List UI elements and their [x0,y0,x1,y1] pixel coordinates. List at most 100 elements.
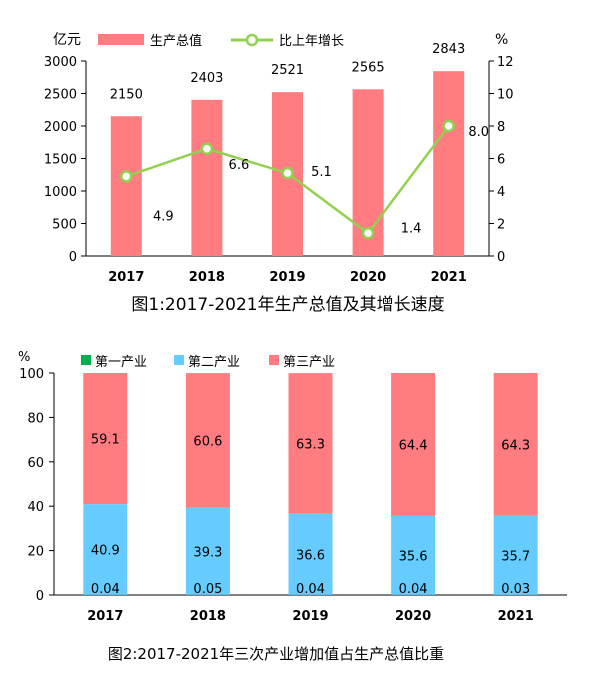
share-axis-unit: % [18,350,30,365]
share-x-axis-tick-label: 2017 [87,609,123,624]
share-y-axis-tick-label: 80 [27,411,44,426]
secondary-industry-bar [288,513,333,595]
gdp-bar [433,71,465,256]
tertiary-industry-label: 64.3 [501,438,530,453]
secondary-industry-label: 35.6 [399,549,428,564]
share-chart-legend: 第一产业 第二产业 第三产业 [81,355,335,370]
secondary-industry-label: 39.3 [193,545,222,560]
growth-line [120,119,455,240]
share-stacked-bars [83,373,538,595]
gdp-bar-label: 2565 [352,60,385,75]
legend-swatch-secondary [174,355,184,365]
primary-industry-label: 0.05 [193,582,222,597]
gdp-bar [191,99,223,257]
growth-point-label: 1.4 [401,221,422,236]
growth-point-label: 6.6 [229,158,250,173]
tertiary-industry-label: 63.3 [296,437,325,452]
tertiary-industry-bar [185,373,230,508]
left-axis-tick-label: 2000 [44,120,77,135]
primary-industry-label: 0.04 [91,582,120,597]
x-axis-tick-label: 2019 [269,270,305,285]
growth-point [281,166,294,180]
legend-swatch-tertiary [269,355,279,365]
left-axis-tick-label: 1000 [44,185,77,200]
primary-industry-label: 0.03 [501,582,530,597]
industry-share-chart: 0 20 40 60 80 100 2017 2018 2019 2020 2021 0.04 40.… [18,350,567,663]
share-data-labels: 0.04 40.9 59.1 0.05 39.3 60.6 0.04 36.6 63.3 0.04… [91,433,530,597]
x-axis-tick-label: 2018 [189,270,225,285]
gdp-bars [110,71,465,257]
secondary-industry-bar [391,515,436,595]
share-y-axis-tick-label: 0 [36,589,44,604]
share-y-axis-tick-label: 40 [27,500,44,515]
tertiary-industry-bar [83,373,128,505]
right-axis-tick-label: 4 [497,185,505,200]
legend-swatch-primary [81,355,91,365]
growth-point-label: 4.9 [153,209,174,224]
legend-swatch-gdp [98,34,144,45]
growth-point [200,142,214,155]
growth-point-label: 5.1 [311,165,332,180]
gdp-bar-label: 2150 [110,87,143,102]
gdp-chart-axes: 0 500 1000 1500 2000 2500 3000 0 2 4 6 8 10 12 2017 201… [44,55,514,285]
tertiary-industry-bar [493,373,538,516]
x-axis-tick-label: 2017 [108,270,144,285]
right-axis-tick-label: 8 [497,120,505,135]
legend-label-primary: 第一产业 [95,355,147,370]
share-y-axis-tick-label: 100 [19,367,44,382]
secondary-industry-bar [83,504,128,595]
growth-point [442,119,455,133]
gdp-chart-title: 图1:2017-2021年生产总值及其增长速度 [131,295,444,315]
secondary-industry-label: 36.6 [296,548,325,563]
growth-point [120,170,133,183]
left-axis-tick-label: 1500 [44,153,77,168]
tertiary-industry-label: 60.6 [193,434,222,449]
tertiary-industry-bar [391,373,436,516]
tertiary-industry-label: 64.4 [399,438,428,453]
share-y-axis-tick-label: 20 [27,545,44,560]
legend-label-growth: 比上年增长 [279,34,344,49]
legend-label-gdp: 生产总值 [150,33,202,49]
gdp-data-labels: 2150 2403 2521 2565 2843 4.9 6.6 5.1 1.4 8.0 [110,42,489,236]
left-axis-tick-label: 3000 [44,55,77,70]
share-x-axis-tick-label: 2020 [395,609,431,624]
x-axis-tick-label: 2021 [431,270,467,285]
gdp-bar [110,116,142,256]
growth-point-label: 8.0 [468,125,489,140]
x-axis-tick-label: 2020 [350,270,386,285]
right-axis-tick-label: 10 [497,88,514,103]
right-axis-tick-label: 12 [497,55,514,70]
right-axis-tick-label: 6 [497,153,505,168]
secondary-industry-bar [185,507,230,595]
legend-label-secondary: 第二产业 [188,355,240,370]
share-chart-title: 图2:2017-2021年三次产业增加值占生产总值比重 [108,645,444,663]
share-x-axis-tick-label: 2019 [292,609,328,624]
growth-point [361,227,375,240]
gdp-bar-label: 2521 [271,63,304,78]
gdp-growth-chart: 0 500 1000 1500 2000 2500 3000 0 2 4 6 8 10 12 2017 201… [44,32,514,315]
right-axis-tick-label: 2 [497,218,505,233]
gdp-bar-label: 2403 [190,71,223,86]
share-chart-axes: 0 20 40 60 80 100 2017 2018 2019 2020 2021 [19,367,567,624]
right-axis-tick-label: 0 [497,250,505,265]
left-axis-tick-label: 2500 [44,88,77,103]
secondary-industry-bar [493,515,538,595]
left-axis-tick-label: 0 [69,250,77,265]
share-x-axis-tick-label: 2018 [190,609,226,624]
secondary-industry-label: 35.7 [501,549,530,564]
primary-industry-label: 0.04 [296,582,325,597]
tertiary-industry-label: 59.1 [91,433,120,448]
gdp-bar-label: 2843 [432,42,465,57]
tertiary-industry-bar [288,373,333,514]
share-y-axis-tick-label: 60 [27,456,44,471]
share-x-axis-tick-label: 2021 [498,609,534,624]
secondary-industry-label: 40.9 [91,544,120,559]
gdp-chart-legend: 生产总值 比上年增长 [98,33,344,49]
legend-swatch-growth-marker [245,33,259,47]
legend-label-tertiary: 第三产业 [283,355,335,370]
primary-industry-label: 0.04 [399,582,428,597]
right-axis-unit: % [495,32,508,48]
left-axis-unit: 亿元 [53,32,81,48]
left-axis-tick-label: 500 [52,218,77,233]
